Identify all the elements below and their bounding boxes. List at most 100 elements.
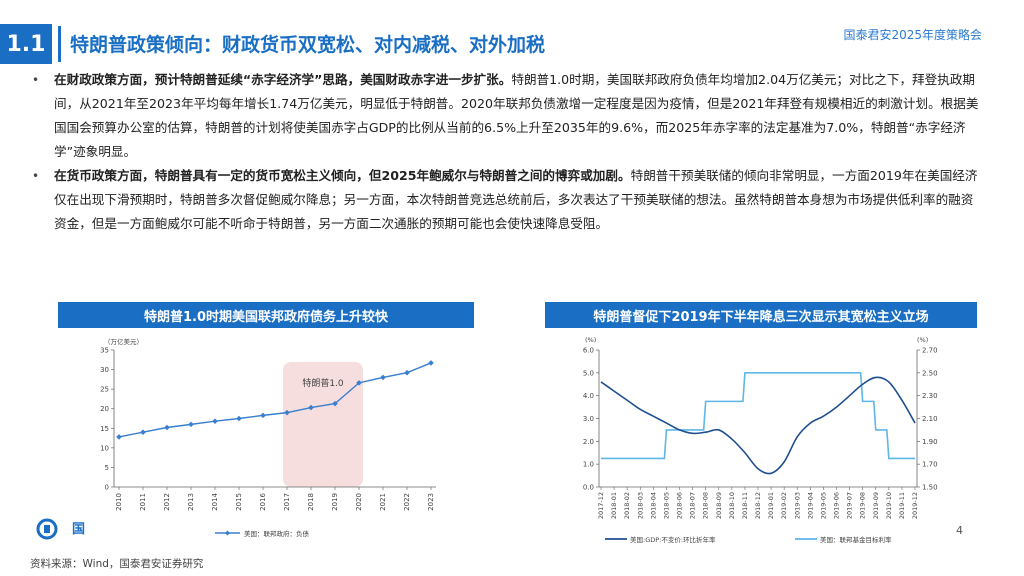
- legend-marker-icon: [225, 530, 230, 536]
- y-tick-label: 10: [100, 444, 109, 452]
- debt-line-chart: 特朗普1.0 （万亿美元） 0 5 10 15 20 25 30 35 2010 2011 201…: [100, 337, 436, 538]
- y-tick-label: 25: [100, 386, 109, 394]
- x-tick-label: 2020: [355, 493, 363, 511]
- left-y-tick-label: 0.0: [583, 484, 594, 492]
- x-tick-label: 2023: [427, 493, 435, 511]
- page-number: 4: [956, 524, 963, 537]
- x-tick-label: 2013: [187, 493, 195, 511]
- x-tick-label: 2018-02: [623, 492, 631, 519]
- left-chart-title: 特朗普1.0时期美国联邦政府债务上升较快: [58, 302, 474, 328]
- x-tick-label: 2010: [115, 493, 123, 511]
- right-y-tick-label: 1.90: [922, 438, 938, 446]
- left-unit-label: （万亿美元）: [104, 337, 143, 346]
- x-tick-label: 2018-11: [741, 492, 749, 519]
- paragraph-fiscal-lead: 在财政政策方面，预计特朗普延续“赤字经济学”思路，美国财政赤字进一步扩张。: [54, 72, 512, 87]
- x-tick-label: 2022: [403, 493, 411, 511]
- x-tick-label: 2018-06: [676, 492, 684, 519]
- y-tick-label: 15: [100, 425, 109, 433]
- right-y-tick-label: 2.10: [922, 415, 938, 423]
- event-name: 国泰君安2025年度策略会: [843, 28, 982, 42]
- data-point-marker: [140, 429, 146, 435]
- x-tick-label: 2019-06: [833, 492, 841, 519]
- x-tick-label: 2019: [331, 493, 339, 511]
- left-legend-label: 美国：联邦政府：负债: [244, 529, 310, 538]
- x-tick-label: 2018-09: [715, 492, 723, 519]
- x-tick-label: 2018-07: [689, 492, 697, 519]
- x-tick-label: 2019-11: [898, 492, 906, 519]
- data-point-marker: [236, 415, 242, 422]
- x-tick-label: 2018: [307, 493, 315, 511]
- x-tick-label: 2019-04: [806, 492, 814, 519]
- debt-series-line: [118, 362, 432, 438]
- source-note: 资料来源：Wind，国泰君安证券研究: [30, 558, 204, 570]
- left-y-tick-label: 3.0: [583, 415, 594, 423]
- left-y-tick-label: 5.0: [583, 369, 594, 377]
- y-tick-label: 0: [105, 484, 109, 492]
- x-tick-label: 2019-12: [911, 492, 919, 519]
- data-point-marker: [260, 412, 266, 419]
- right-y-tick-label: 2.70: [922, 347, 938, 355]
- data-point-marker: [164, 424, 170, 431]
- x-tick-label: 2019-02: [780, 492, 788, 519]
- x-tick-label: 2017: [283, 493, 291, 511]
- x-tick-label: 2021: [379, 493, 387, 511]
- x-tick-label: 2016: [259, 492, 267, 510]
- paragraph-fiscal-text: 特朗普1.0时期，美国联邦政府负债年均增加2.04万亿美元；对比之下，拜登执政期…: [54, 72, 979, 159]
- paragraph-monetary-text: 特朗普干预美联储的倾向非常明显，一方面2019年在美国经济仅在出现下滑预期时，特…: [54, 168, 978, 231]
- right-chart-right-unit: (%): [917, 336, 928, 344]
- left-y-tick-label: 2.0: [583, 438, 594, 446]
- paragraph-fiscal: • 在财政政策方面，预计特朗普延续“赤字经济学”思路，美国财政赤字进一步扩张。特…: [30, 68, 980, 164]
- x-tick-label: 2011: [139, 493, 147, 511]
- y-tick-label: 5: [105, 464, 109, 472]
- right-y-tick-label: 2.30: [922, 392, 938, 400]
- page-title: 特朗普政策倾向：财政货币双宽松、对内减税、对外加税: [70, 34, 546, 56]
- right-y-tick-label: 1.50: [922, 484, 938, 492]
- left-y-tick-label: 4.0: [583, 392, 594, 400]
- title-accent-bar: [58, 26, 61, 62]
- x-tick-label: 2019-08: [859, 492, 867, 519]
- data-point-marker: [212, 418, 218, 425]
- body-text: • 在财政政策方面，预计特朗普延续“赤字经济学”思路，美国财政赤字进一步扩张。特…: [30, 68, 980, 236]
- section-number-badge: 1.1: [0, 24, 52, 64]
- x-tick-label: 2018-08: [702, 492, 710, 519]
- x-tick-label: 2018-05: [662, 492, 670, 519]
- data-point-marker: [116, 434, 122, 440]
- gdp-legend-label: 美国:GDP:不变价:环比折年率: [630, 535, 716, 544]
- paragraph-monetary-lead: 在货币政策方面，特朗普具有一定的货币宽松主义倾向，但2025年鲍威尔与特朗普之间…: [54, 168, 631, 183]
- fed-rate-series-line: [601, 372, 915, 460]
- y-tick-label: 35: [100, 347, 109, 355]
- rate-legend-label: 美国：联邦基金目标利率: [820, 535, 892, 544]
- left-y-tick-label: 1.0: [583, 461, 594, 469]
- trump-term-annotation: 特朗普1.0: [302, 377, 344, 389]
- left-y-tick-label: 6.0: [583, 347, 594, 355]
- right-chart-title: 特朗普督促下2019年下半年降息三次显示其宽松主义立场: [545, 302, 977, 328]
- bullet-icon: •: [32, 169, 40, 183]
- x-tick-label: 2017-12: [597, 492, 605, 519]
- gdp-rate-chart: (%) (%) 0.0 1.0 2.0 3.0 4.0 5.0 6.0 1.50 1.70 1.…: [583, 336, 938, 544]
- x-tick-label: 2019-10: [885, 492, 893, 519]
- gdp-series-line: [600, 376, 916, 475]
- x-tick-label: 2018-10: [728, 492, 736, 519]
- trump-term-highlight: [283, 362, 363, 487]
- data-point-marker: [380, 374, 386, 381]
- x-tick-label: 2019-07: [846, 492, 854, 519]
- x-tick-label: 2019-01: [767, 492, 775, 519]
- x-tick-label: 2014: [211, 492, 219, 510]
- x-tick-label: 2019-03: [793, 492, 801, 519]
- y-tick-label: 20: [100, 405, 109, 413]
- right-chart-left-unit: (%): [585, 336, 596, 344]
- data-point-marker: [188, 421, 194, 428]
- x-tick-label: 2018-01: [610, 492, 618, 519]
- logo-text: 国: [72, 522, 86, 537]
- x-tick-label: 2018-04: [649, 492, 657, 519]
- x-tick-label: 2015: [235, 493, 243, 511]
- data-point-marker: [404, 369, 410, 376]
- data-point-marker: [284, 409, 290, 416]
- data-point-marker: [356, 380, 362, 386]
- x-tick-label: 2012: [163, 493, 171, 511]
- company-logo-icon: [36, 518, 58, 540]
- x-tick-label: 2019-09: [872, 492, 880, 519]
- x-tick-label: 2018-12: [754, 492, 762, 519]
- x-tick-label: 2018-03: [636, 492, 644, 519]
- right-y-tick-label: 1.70: [922, 461, 938, 469]
